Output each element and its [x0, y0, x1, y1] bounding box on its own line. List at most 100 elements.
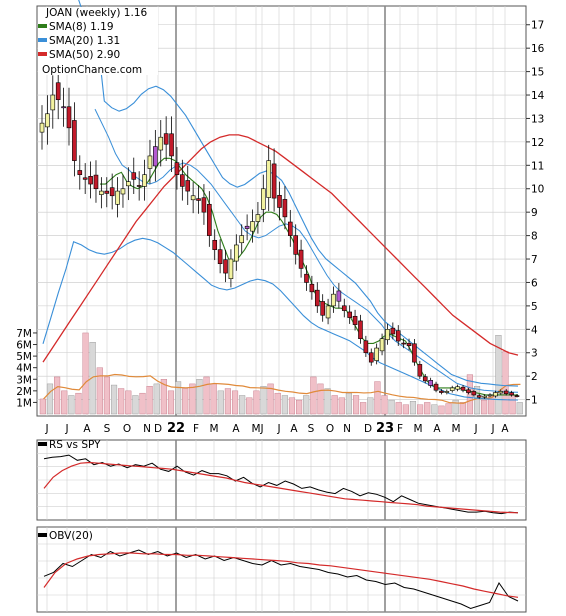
- obv-legend-swatch: [38, 533, 47, 537]
- candle-body: [45, 113, 50, 128]
- candle-body: [50, 94, 56, 111]
- lower-band-line: [42, 237, 519, 401]
- volume-bar: [281, 395, 288, 415]
- rs-gridlines: [37, 440, 526, 520]
- candle-body: [493, 392, 498, 397]
- candle-body: [250, 221, 255, 232]
- candle-body: [336, 290, 342, 302]
- volume-bar: [217, 390, 224, 415]
- legend-box: [38, 7, 158, 75]
- candle-body: [331, 293, 336, 307]
- volume-bar: [502, 351, 509, 415]
- x-tick-label: N: [143, 423, 151, 435]
- rs-panel: RS vs SPY: [36, 439, 527, 521]
- volume-bar: [267, 383, 274, 415]
- candle-body: [190, 195, 196, 201]
- legend-sma50: SMA(50) 2.90: [49, 49, 120, 61]
- volume-bar: [82, 332, 89, 415]
- candle-body: [466, 389, 471, 393]
- volume-bar: [495, 335, 502, 415]
- volume-bar: [381, 395, 388, 415]
- candle-body: [180, 174, 185, 187]
- volume-tick-label: 3M: [16, 374, 32, 386]
- candle-body: [217, 249, 223, 265]
- candle-body: [487, 394, 493, 397]
- candle-body: [115, 190, 120, 205]
- volume-bar: [288, 397, 296, 415]
- x-tick-label: A: [290, 423, 298, 435]
- price-tick-label: 9: [531, 207, 538, 219]
- candle-body: [514, 395, 520, 397]
- candle-body: [163, 133, 169, 145]
- volume-bar: [424, 402, 431, 415]
- volume-bar: [39, 398, 46, 415]
- candle-body: [509, 392, 514, 396]
- candle-body: [460, 386, 466, 391]
- candle-body: [449, 387, 455, 391]
- candle-body: [109, 187, 115, 197]
- candle-body: [131, 172, 137, 180]
- volume-bar: [182, 388, 189, 415]
- candle-body: [239, 235, 245, 244]
- volume-bar: [431, 404, 438, 415]
- candle-body: [61, 106, 66, 109]
- price-gridlines: [37, 6, 526, 416]
- candle-body: [482, 395, 487, 398]
- candle-body: [503, 390, 509, 395]
- price-tick-label: 10: [531, 184, 544, 196]
- candle-body: [99, 190, 104, 195]
- candle-body: [39, 122, 45, 133]
- x-tick-label: S: [308, 423, 315, 435]
- volume-bar: [246, 397, 253, 415]
- volume-bar: [189, 383, 196, 415]
- candle-body: [395, 330, 401, 342]
- legend-swatch-sma50: [38, 52, 47, 56]
- candle-body: [374, 347, 379, 361]
- candle-body: [93, 174, 99, 190]
- candle-body: [234, 244, 239, 262]
- volume-bar: [125, 390, 132, 415]
- sma20-line: [94, 108, 519, 393]
- candle-body: [304, 273, 309, 283]
- volume-bar: [388, 399, 395, 415]
- sma50-line: [42, 134, 519, 363]
- volume-bar: [324, 388, 331, 415]
- volume-tick-label: 5M: [16, 351, 32, 363]
- candle-body: [223, 259, 228, 274]
- candle-body: [358, 320, 363, 339]
- candle-body: [142, 174, 147, 187]
- price-tick-label: 17: [531, 20, 544, 32]
- candle-body: [417, 364, 423, 377]
- volume-tick-label: 7M: [16, 328, 32, 340]
- volume-bar: [167, 390, 175, 415]
- candle-body: [261, 188, 266, 210]
- price-tick-label: 11: [531, 160, 544, 172]
- x-tick-label: 22: [167, 421, 185, 436]
- x-tick-label: N: [343, 423, 351, 435]
- volume-bar: [96, 367, 103, 415]
- obv-plot-area: [36, 526, 527, 613]
- candle-body: [77, 170, 83, 175]
- candle-body: [444, 391, 450, 393]
- price-panel: 17 16 15 14 13 12 11 10 9 8 7 6 5 4 3 2 1 7M6M5M4M3M2M1M…: [16, 0, 545, 417]
- volume-bar: [75, 392, 82, 415]
- volume-bar: [110, 384, 118, 415]
- volume-bar: [175, 381, 182, 415]
- volume-bar: [452, 399, 459, 415]
- x-tick-label: M: [413, 423, 422, 435]
- volume-bar: [253, 390, 260, 415]
- volume-average-line: [43, 373, 521, 404]
- candle-body: [428, 380, 433, 386]
- candle-body: [228, 258, 234, 280]
- volume-bar: [445, 403, 452, 415]
- candle-body: [169, 133, 174, 157]
- candlesticks: [39, 62, 520, 399]
- candle-body: [158, 136, 164, 151]
- candle-body: [325, 305, 331, 319]
- watermark: OptionChance.com: [42, 64, 142, 76]
- candle-body: [287, 221, 293, 236]
- obv-line: [43, 549, 519, 610]
- price-tick-label: 14: [531, 90, 545, 102]
- candle-body: [196, 198, 201, 201]
